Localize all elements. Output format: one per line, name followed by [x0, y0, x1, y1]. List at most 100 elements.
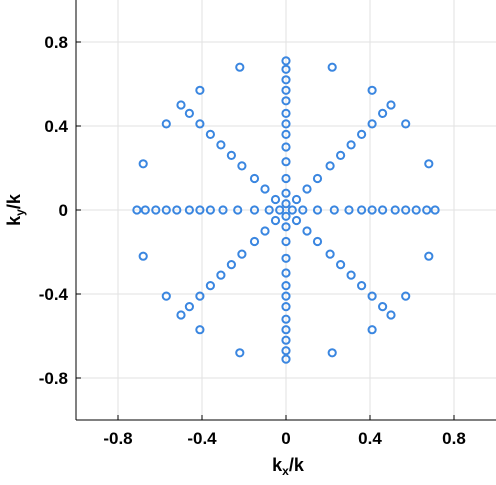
data-point [378, 302, 388, 312]
data-point [291, 215, 302, 226]
data-points [132, 56, 440, 364]
data-point [249, 205, 260, 215]
data-point [325, 161, 335, 171]
data-point [302, 184, 312, 194]
x-tick-label: 0 [281, 429, 290, 448]
data-point [270, 215, 281, 226]
data-point [184, 108, 194, 119]
data-point [281, 314, 291, 324]
data-point [401, 291, 411, 301]
data-point [357, 205, 367, 215]
data-point [249, 236, 260, 247]
x-axis-label-main: k [272, 455, 283, 475]
data-point [411, 205, 421, 215]
data-point [281, 85, 291, 95]
data-point [270, 194, 281, 205]
data-point [235, 348, 245, 358]
data-point [195, 119, 205, 129]
x-tick-label: -0.8 [103, 429, 132, 448]
data-point [357, 129, 367, 139]
data-point [336, 150, 346, 160]
data-point [346, 140, 356, 150]
data-point [260, 184, 270, 194]
data-point [237, 161, 247, 171]
data-point [138, 251, 148, 261]
data-point [424, 251, 434, 261]
data-point [336, 260, 346, 270]
data-point [329, 205, 339, 215]
data-point [184, 302, 194, 312]
data-point [401, 205, 411, 215]
data-point [281, 281, 291, 291]
data-point [367, 85, 377, 95]
data-point [205, 205, 215, 215]
data-point [287, 205, 297, 215]
data-point [281, 75, 291, 85]
data-point [235, 62, 245, 72]
data-point [226, 150, 236, 160]
data-point [344, 205, 354, 215]
data-point [386, 100, 396, 110]
y-axis-label-sub: y [13, 209, 27, 216]
grid [76, 0, 496, 420]
y-tick-label: 0.4 [44, 117, 68, 136]
data-point [367, 291, 377, 301]
data-point [260, 226, 270, 236]
y-tick-label: -0.4 [39, 285, 69, 304]
data-point [281, 211, 291, 221]
data-point [216, 270, 226, 280]
data-point [281, 108, 291, 119]
data-point [281, 188, 291, 198]
data-point [281, 325, 291, 335]
data-point [302, 226, 312, 236]
data-point [386, 310, 396, 320]
data-point [216, 140, 226, 150]
y-tick-label: 0.8 [44, 33, 68, 52]
data-point [346, 270, 356, 280]
data-point [281, 236, 291, 247]
x-tick-label: 0.4 [358, 429, 382, 448]
data-point [424, 159, 434, 169]
data-point [195, 85, 205, 95]
data-point [401, 119, 411, 129]
data-point [430, 205, 440, 215]
data-point [205, 129, 215, 139]
data-point [281, 354, 291, 364]
data-point [205, 281, 215, 291]
data-point [422, 205, 432, 215]
data-point [367, 325, 377, 335]
data-point [312, 236, 323, 247]
data-point [281, 253, 291, 263]
data-point [161, 291, 171, 301]
data-point [138, 159, 148, 169]
data-point [176, 100, 186, 110]
tick-labels: -0.8 -0.4 0 0.4 0.8 -0.8 -0.4 0 0.4 0.8 [39, 33, 466, 448]
data-point [140, 205, 150, 215]
y-axis-label: ky/k [4, 193, 27, 226]
data-point [264, 205, 274, 215]
data-point [226, 260, 236, 270]
x-axis-label-tail: /k [289, 455, 305, 475]
data-point [281, 222, 291, 232]
x-axis-label-sub: x [282, 464, 289, 478]
data-point [237, 249, 247, 259]
data-point [390, 205, 400, 215]
data-point [275, 205, 285, 215]
data-point [291, 194, 302, 205]
data-point [176, 310, 186, 320]
axes [75, 0, 496, 421]
data-point [172, 205, 182, 215]
data-point [367, 119, 377, 129]
y-axis-label-tail: /k [4, 193, 24, 209]
data-point [281, 96, 291, 106]
data-point [281, 346, 291, 356]
data-point [281, 129, 291, 139]
x-axis-label: kx/k [272, 455, 305, 478]
data-point [281, 199, 291, 209]
data-point [281, 157, 291, 167]
data-point [327, 348, 337, 358]
data-point [378, 205, 388, 215]
data-point [132, 205, 142, 215]
data-point [281, 56, 291, 66]
